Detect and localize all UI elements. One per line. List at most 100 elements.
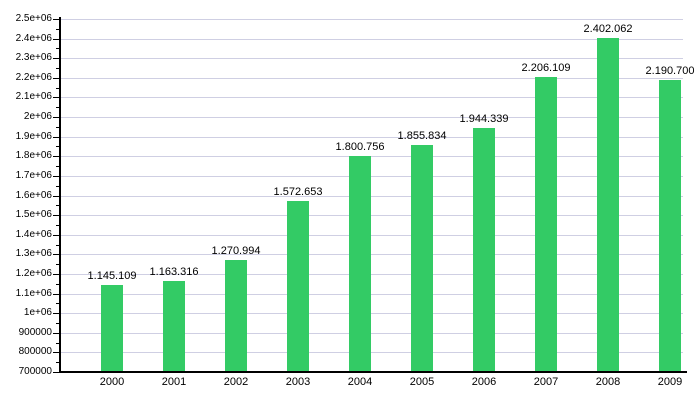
bar [287,201,309,371]
y-tick-label: 1.4e+06 [15,229,52,240]
y-gridline [61,39,683,40]
x-tick-label: 2008 [595,376,621,388]
x-tick-label: 2001 [161,376,187,388]
y-tick-label: 1.2e+06 [15,268,52,279]
y-minor-tick [56,303,61,304]
bar-value-label: 1.944.339 [459,113,509,125]
y-gridline [61,137,683,138]
y-tick-label: 2.4e+06 [15,33,52,44]
y-gridline [61,313,683,314]
y-minor-tick [56,245,61,246]
x-tick-label: 2006 [471,376,497,388]
y-axis [59,17,61,373]
bar [349,156,371,371]
y-gridline [61,78,683,79]
bar [473,128,495,371]
y-major-tick [53,235,61,236]
x-tick-label: 2005 [409,376,435,388]
x-tick-label: 2002 [223,376,249,388]
y-tick-label: 700000 [18,366,52,377]
y-gridline [61,117,683,118]
y-tick-label: 800000 [18,346,52,357]
bar-value-label: 1.855.834 [397,130,447,142]
bar-value-label: 1.145.109 [87,270,137,282]
y-gridline [61,97,683,98]
y-major-tick [53,196,61,197]
y-major-tick [53,19,61,20]
y-major-tick [53,352,61,353]
x-tick-label: 2009 [657,376,683,388]
bar [101,285,123,371]
y-tick-label: 1e+06 [23,307,52,318]
y-major-tick [53,97,61,98]
y-minor-tick [56,205,61,206]
y-major-tick [53,117,61,118]
y-tick-label: 1.7e+06 [15,170,52,181]
y-major-tick [53,333,61,334]
y-tick-label: 1.1e+06 [15,288,52,299]
y-minor-tick [56,186,61,187]
y-minor-tick [56,146,61,147]
y-tick-label: 900000 [18,327,52,338]
x-tick-label: 2003 [285,376,311,388]
y-tick-label: 2e+06 [23,111,52,122]
x-tick-label: 2000 [99,376,125,388]
bar [535,77,557,371]
y-major-tick [53,372,61,373]
y-tick-label: 2.3e+06 [15,52,52,63]
y-gridline [61,156,683,157]
y-gridline [61,196,683,197]
y-gridline [61,176,683,177]
y-major-tick [53,294,61,295]
bar [225,260,247,371]
y-major-tick [53,39,61,40]
y-minor-tick [56,284,61,285]
y-minor-tick [56,362,61,363]
y-tick-label: 1.3e+06 [15,248,52,259]
y-minor-tick [56,225,61,226]
bar [163,281,185,371]
y-major-tick [53,215,61,216]
bar-value-label: 1.163.316 [149,266,199,278]
y-gridline [61,352,683,353]
y-major-tick [53,156,61,157]
x-tick-label: 2007 [533,376,559,388]
bar [597,38,619,371]
y-major-tick [53,58,61,59]
y-major-tick [53,176,61,177]
y-minor-tick [56,68,61,69]
x-axis [59,371,687,373]
y-minor-tick [56,29,61,30]
y-gridline [61,235,683,236]
bar-value-label: 2.402.062 [583,23,633,35]
y-minor-tick [56,48,61,49]
y-major-tick [53,254,61,255]
y-minor-tick [56,166,61,167]
y-tick-label: 1.8e+06 [15,150,52,161]
bar-value-label: 1.270.994 [211,245,261,257]
y-tick-label: 2.5e+06 [15,13,52,24]
y-major-tick [53,274,61,275]
bar [659,80,681,371]
y-minor-tick [56,343,61,344]
bar-value-label: 2.190.700 [645,65,695,77]
bar [411,145,433,371]
y-gridline [61,215,683,216]
y-gridline [61,333,683,334]
y-gridline [61,254,683,255]
bar-value-label: 2.206.109 [521,62,571,74]
y-major-tick [53,313,61,314]
y-minor-tick [56,127,61,128]
y-gridline [61,274,683,275]
y-minor-tick [56,107,61,108]
y-tick-label: 2.1e+06 [15,91,52,102]
y-tick-label: 2.2e+06 [15,72,52,83]
y-tick-label: 1.9e+06 [15,131,52,142]
x-tick-label: 2004 [347,376,373,388]
y-minor-tick [56,88,61,89]
y-tick-label: 1.5e+06 [15,209,52,220]
y-gridline [61,19,683,20]
bar-value-label: 1.800.756 [335,141,385,153]
y-major-tick [53,137,61,138]
y-gridline [61,294,683,295]
